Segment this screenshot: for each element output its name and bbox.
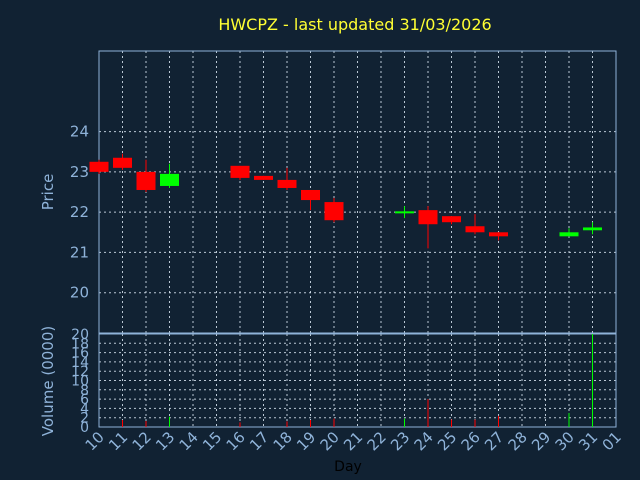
candle-body <box>301 189 320 201</box>
day-tick-label: 30 <box>552 428 578 454</box>
day-tick-label: 15 <box>199 428 225 454</box>
candle <box>489 232 508 241</box>
candle-body <box>254 175 273 180</box>
price-tick-label: 24 <box>70 123 89 141</box>
day-axis-label: Day <box>334 459 362 475</box>
candle <box>583 222 602 235</box>
candle-body <box>136 171 156 190</box>
candle-body <box>324 202 344 221</box>
price-tick-label: 21 <box>70 243 89 261</box>
volume-tick-label: 12 <box>71 364 89 380</box>
price-panel: 20 21 22 23 24 <box>70 50 617 334</box>
candle-body <box>395 211 414 214</box>
day-tick-label: 22 <box>364 428 390 454</box>
day-tick-label: 27 <box>481 428 507 454</box>
volume-frame <box>98 333 617 428</box>
price-axis-label: Price <box>39 174 57 211</box>
candle <box>465 214 485 235</box>
candle-body <box>418 210 438 225</box>
day-tick-label: 28 <box>505 428 531 454</box>
day-tick-label: 24 <box>411 428 437 454</box>
day-tick-label: 21 <box>340 428 366 454</box>
candle-body <box>89 161 109 172</box>
day-tick-label: 23 <box>387 428 413 454</box>
candle-body <box>559 232 579 237</box>
volume-tick-label: 20 <box>71 327 89 343</box>
candle <box>89 159 109 174</box>
volume-tick-label: 6 <box>80 392 89 408</box>
day-tick-label: 01 <box>599 428 625 454</box>
candle <box>160 163 179 188</box>
price-tick-label: 23 <box>70 163 89 181</box>
candle-body <box>489 232 508 237</box>
candle <box>230 165 250 180</box>
candle <box>254 175 273 180</box>
day-tick-label: 12 <box>129 428 155 454</box>
candle-body <box>442 216 461 223</box>
volume-tick-label: 8 <box>80 383 89 399</box>
volume-tick-label: 10 <box>71 374 89 390</box>
day-axis: 1011121314151617181920212223242526272829… <box>82 428 625 454</box>
day-tick-label: 16 <box>223 428 249 454</box>
candle <box>277 167 297 190</box>
candle <box>442 216 461 225</box>
price-tick-label: 20 <box>70 284 89 302</box>
day-tick-label: 13 <box>152 428 178 454</box>
volume-tick-label: 4 <box>80 401 89 417</box>
day-tick-label: 14 <box>176 428 202 454</box>
candle-body <box>230 165 250 178</box>
day-tick-label: 17 <box>246 428 272 454</box>
chart-title: HWCPZ - last updated 31/03/2026 <box>218 15 491 34</box>
day-tick-label: 20 <box>317 428 343 454</box>
price-tick-label: 22 <box>70 203 89 221</box>
volume-axis-label: Volume (0000) <box>39 326 57 436</box>
candle <box>113 153 132 170</box>
day-tick-label: 19 <box>293 428 319 454</box>
day-tick-label: 25 <box>434 428 460 454</box>
volume-tick-label: 2 <box>80 411 89 427</box>
candle <box>301 189 320 211</box>
price-frame <box>98 50 617 334</box>
day-tick-label: 26 <box>458 428 484 454</box>
candle-body <box>465 226 485 233</box>
candle <box>418 206 438 249</box>
day-tick-label: 29 <box>528 428 554 454</box>
candle-body <box>277 179 297 188</box>
candle-body <box>160 173 179 186</box>
day-tick-label: 11 <box>105 428 131 454</box>
volume-tick-label: 18 <box>71 336 89 352</box>
volume-tick-label: 0 <box>80 420 89 436</box>
candle-body <box>583 227 602 231</box>
day-tick-label: 31 <box>575 428 601 454</box>
candle-body <box>113 157 132 168</box>
candle <box>324 198 344 223</box>
candle <box>136 159 156 192</box>
candle <box>559 228 579 237</box>
candle <box>395 206 414 219</box>
volume-tick-label: 14 <box>71 355 89 371</box>
day-tick-label: 18 <box>270 428 296 454</box>
volume-tick-label: 16 <box>71 346 89 362</box>
